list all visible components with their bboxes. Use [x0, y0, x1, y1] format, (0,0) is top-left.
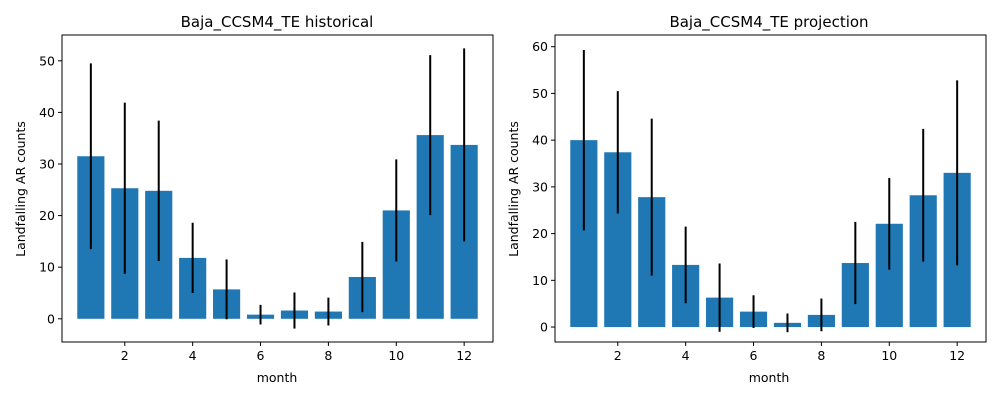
y-tick-label: 30 [39, 156, 55, 171]
y-tick-label: 0 [540, 320, 548, 335]
x-tick-label: 12 [949, 348, 965, 363]
x-tick-label: 8 [817, 348, 825, 363]
x-tick-label: 6 [257, 348, 265, 363]
y-tick-label: 10 [39, 260, 55, 275]
plot-area: 2 4 6 8 10 12 0 10 20 30 40 50 [39, 34, 494, 363]
axes-frame [554, 34, 987, 343]
x-tick-label: 2 [121, 348, 129, 363]
plot-area: 2 4 6 8 10 12 0 10 20 30 40 50 60 [532, 34, 987, 363]
x-axis-label: month [257, 370, 298, 385]
x-tick-label: 2 [614, 348, 622, 363]
y-tick-label: 10 [532, 273, 548, 288]
chart-title: Baja_CCSM4_TE historical [181, 13, 374, 32]
y-axis-label: Landfalling AR counts [13, 121, 28, 257]
y-tick-label: 40 [39, 105, 55, 120]
x-tick-label: 12 [456, 348, 472, 363]
y-tick-label: 60 [532, 39, 548, 54]
y-tick-label: 50 [39, 53, 55, 68]
y-axis-label: Landfalling AR counts [506, 121, 521, 257]
x-tick-label: 4 [682, 348, 690, 363]
chart-projection: Baja_CCSM4_TE projection month Landfalli… [506, 13, 987, 385]
x-tick-label: 6 [750, 348, 758, 363]
chart-title: Baja_CCSM4_TE projection [669, 13, 868, 32]
axes-frame [61, 34, 494, 343]
chart-historical: Baja_CCSM4_TE historical month Landfalli… [13, 13, 494, 385]
y-tick-label: 40 [532, 133, 548, 148]
y-tick-label: 20 [39, 208, 55, 223]
x-tick-label: 10 [388, 348, 404, 363]
y-tick-label: 0 [47, 311, 55, 326]
x-tick-label: 4 [189, 348, 197, 363]
y-tick-label: 20 [532, 226, 548, 241]
y-tick-label: 50 [532, 86, 548, 101]
x-tick-label: 10 [881, 348, 897, 363]
x-axis-label: month [749, 370, 790, 385]
y-tick-label: 30 [532, 179, 548, 194]
x-tick-label: 8 [324, 348, 332, 363]
